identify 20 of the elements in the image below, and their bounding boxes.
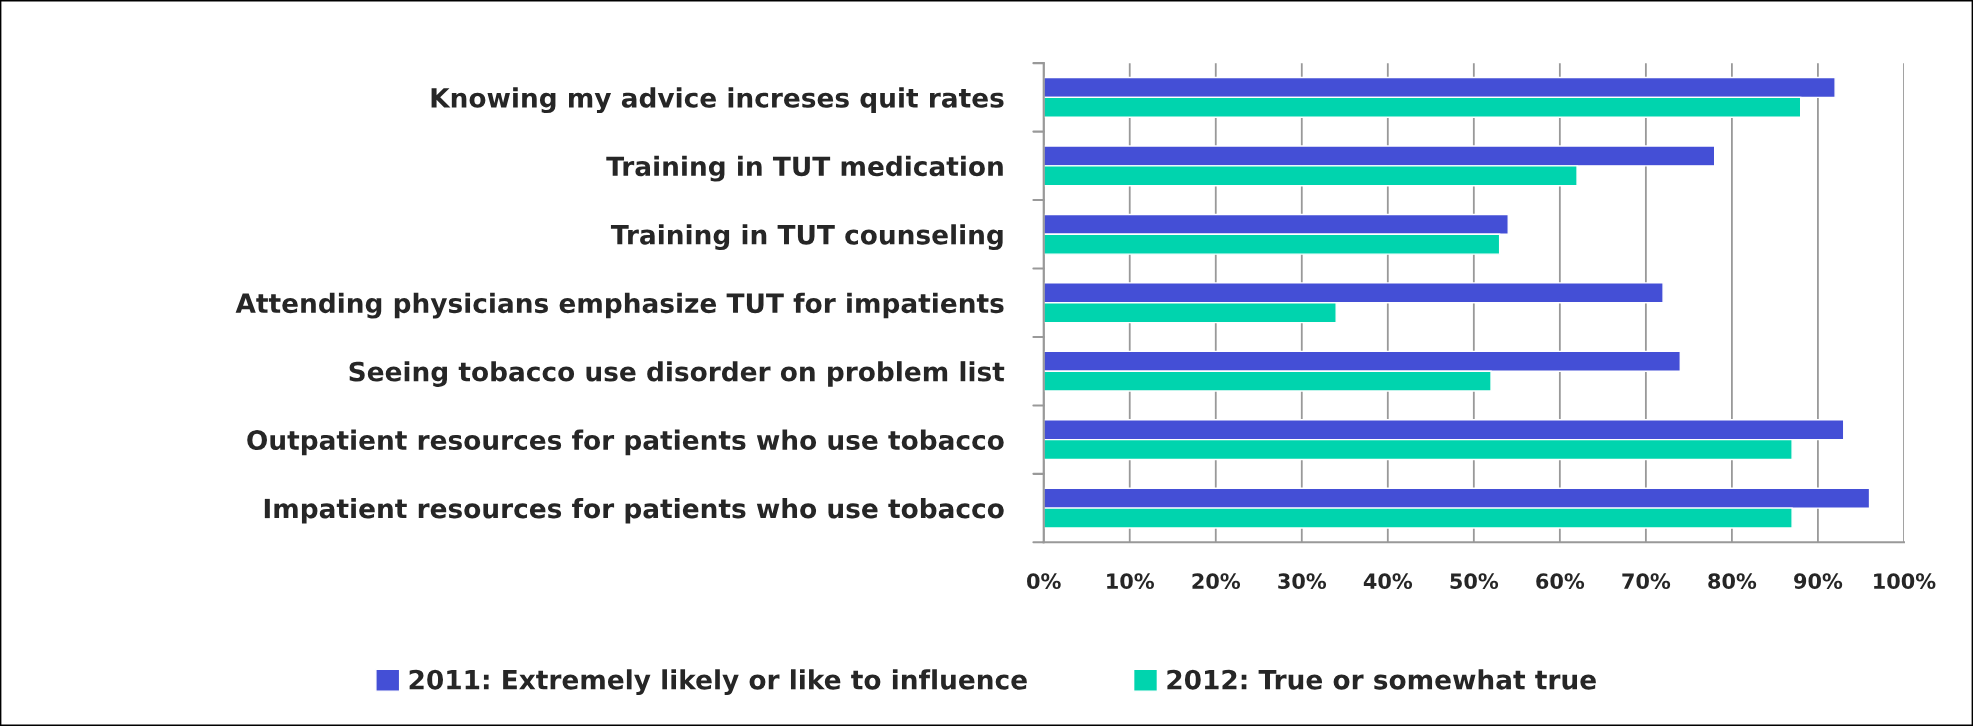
x-tick-label: 80% — [1708, 573, 1757, 589]
y-tick-label: Knowing my advice increses quit rates — [431, 87, 1004, 114]
x-tick-label: 10% — [1107, 573, 1155, 589]
y-tick-label: Impatient resources for patients who use tobacco — [264, 498, 1004, 524]
y-tick-label: Training in TUT medication — [606, 155, 1003, 182]
y-tick-label: Outpatient resources for patients who use tobacco — [247, 429, 1004, 456]
legend-label: 2012: True or somewhat true — [1167, 669, 1596, 690]
y-tick-label: Attending physicians emphasize TUT for impatients — [235, 292, 1004, 319]
y-tick-label: Training in TUT counseling — [610, 224, 1003, 251]
x-tick-label: 40% — [1363, 573, 1413, 589]
x-tick-label: 20% — [1192, 573, 1241, 589]
x-tick-label: 100% — [1874, 573, 1936, 589]
x-tick-label: 60% — [1536, 573, 1585, 589]
x-tick-label: 50% — [1450, 573, 1499, 589]
x-tick-label: 90% — [1794, 573, 1843, 589]
legend-label: 2011: Extremely likely or like to influence — [409, 669, 1027, 695]
y-tick-label: Seeing tobacco use disorder on problem list — [349, 361, 1005, 387]
x-tick-label: 30% — [1278, 573, 1327, 589]
x-tick-label: 70% — [1622, 573, 1671, 589]
x-tick-label: 0% — [1027, 573, 1061, 589]
